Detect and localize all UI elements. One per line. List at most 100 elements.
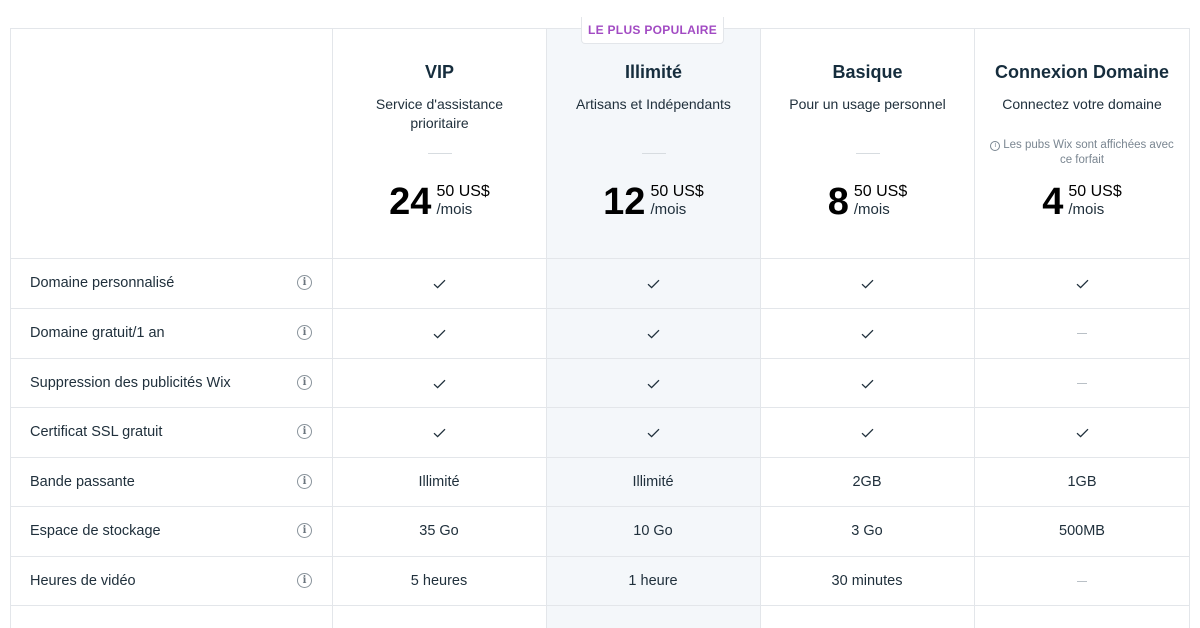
plan-header-illimite: Illimité Artisans et Indépendants 12 50 … bbox=[547, 28, 760, 258]
info-icon[interactable]: i bbox=[297, 375, 312, 390]
info-icon[interactable]: i bbox=[297, 275, 312, 290]
most-popular-badge: LE PLUS POPULAIRE bbox=[581, 17, 724, 44]
feature-cell: 35 Go bbox=[332, 506, 546, 556]
price-cents: 50 US$ bbox=[1068, 183, 1122, 200]
dash-icon bbox=[1077, 580, 1087, 582]
info-icon[interactable]: i bbox=[297, 474, 312, 489]
feature-label: Bande passante bbox=[30, 474, 135, 490]
feature-label: Heures de vidéo bbox=[30, 573, 136, 589]
check-icon bbox=[647, 279, 660, 289]
feature-cell: 1GB bbox=[974, 457, 1190, 507]
feature-cell: Illimité bbox=[332, 457, 546, 507]
check-icon bbox=[647, 428, 660, 438]
dash-icon bbox=[1077, 382, 1087, 384]
feature-cell bbox=[974, 308, 1190, 358]
check-icon bbox=[647, 329, 660, 339]
plan-header-connexion-domaine: Connexion Domaine Connectez votre domain… bbox=[975, 28, 1189, 258]
feature-cell bbox=[332, 258, 546, 308]
check-icon bbox=[1076, 428, 1089, 438]
feature-row: Bande passante i Illimité Illimité 2GB 1GB bbox=[10, 457, 1190, 507]
row-divider bbox=[10, 358, 1190, 359]
check-icon bbox=[861, 379, 874, 389]
feature-cell: 3 Go bbox=[760, 506, 974, 556]
row-divider bbox=[10, 407, 1190, 408]
plan-name: Connexion Domaine bbox=[994, 62, 1169, 82]
feature-cell bbox=[974, 358, 1190, 408]
check-icon bbox=[861, 329, 874, 339]
feature-cell bbox=[332, 358, 546, 408]
highlighted-plan-column bbox=[546, 28, 760, 628]
feature-value: 35 Go bbox=[419, 523, 459, 539]
row-divider bbox=[10, 556, 1190, 557]
plan-note-text: Les pubs Wix sont affichées avec ce forf… bbox=[1003, 139, 1174, 166]
check-icon bbox=[433, 279, 446, 289]
plan-name: VIP bbox=[424, 62, 454, 82]
price-cents: 50 US$ bbox=[436, 183, 490, 200]
plan-price: 8 50 US$ /mois bbox=[761, 178, 974, 224]
feature-value: 2GB bbox=[852, 474, 882, 490]
feature-cell: Illimité bbox=[546, 457, 760, 507]
feature-row: Suppression des publicités Wix i bbox=[10, 358, 1190, 408]
feature-cell bbox=[760, 407, 974, 457]
price-period: /mois bbox=[853, 201, 890, 218]
feature-value: Illimité bbox=[418, 474, 460, 490]
feature-cell bbox=[760, 258, 974, 308]
check-icon bbox=[433, 428, 446, 438]
feature-label: Domaine personnalisé bbox=[30, 275, 175, 291]
column-divider bbox=[332, 28, 333, 628]
price-cents: 50 US$ bbox=[853, 183, 908, 200]
check-icon bbox=[1076, 279, 1089, 289]
plan-description: Connectez votre domaine bbox=[1002, 96, 1162, 112]
price-main: 12 bbox=[603, 181, 646, 223]
divider-dash bbox=[855, 153, 880, 154]
divider-dash bbox=[427, 153, 452, 154]
row-divider bbox=[10, 457, 1190, 458]
feature-value: Illimité bbox=[632, 474, 674, 490]
plan-price: 4 50 US$ /mois bbox=[975, 178, 1189, 224]
feature-row: Domaine personnalisé i bbox=[10, 258, 1190, 308]
feature-value: 1GB bbox=[1067, 474, 1097, 490]
divider-dash bbox=[641, 153, 666, 154]
plan-price: 24 50 US$ /mois bbox=[333, 178, 546, 224]
feature-cell: 10 Go bbox=[546, 506, 760, 556]
info-icon[interactable]: i bbox=[297, 325, 312, 340]
plan-ads-note: i Les pubs Wix sont affichées avec ce for… bbox=[987, 138, 1177, 168]
dash-icon bbox=[1077, 332, 1087, 334]
info-icon[interactable]: i bbox=[297, 573, 312, 588]
info-icon: i bbox=[990, 141, 1001, 151]
price-period: /mois bbox=[1068, 201, 1105, 218]
feature-value: 30 minutes bbox=[831, 573, 903, 589]
price-period: /mois bbox=[436, 201, 473, 218]
price-main: 24 bbox=[389, 181, 432, 223]
feature-cell: 5 heures bbox=[332, 556, 546, 606]
feature-cell: 500MB bbox=[974, 506, 1190, 556]
check-icon bbox=[433, 379, 446, 389]
feature-cell bbox=[546, 258, 760, 308]
price-period: /mois bbox=[650, 201, 687, 218]
feature-cell: 1 heure bbox=[546, 556, 760, 606]
plan-description: Service d'assistance prioritaire bbox=[375, 96, 504, 131]
feature-label: Domaine gratuit/1 an bbox=[30, 325, 165, 341]
feature-value: 10 Go bbox=[633, 523, 673, 539]
check-icon bbox=[647, 379, 660, 389]
row-divider bbox=[10, 308, 1190, 309]
plan-description: Pour un usage personnel bbox=[789, 96, 946, 112]
feature-row: Certificat SSL gratuit i bbox=[10, 407, 1190, 457]
feature-label: Certificat SSL gratuit bbox=[30, 424, 163, 440]
feature-value: 3 Go bbox=[851, 523, 883, 539]
column-divider bbox=[546, 28, 547, 628]
info-icon[interactable]: i bbox=[297, 424, 312, 439]
row-divider bbox=[10, 258, 1190, 259]
feature-value: 500MB bbox=[1059, 523, 1105, 539]
plan-name: Illimité bbox=[624, 62, 682, 82]
feature-cell bbox=[760, 358, 974, 408]
plan-header-basique: Basique Pour un usage personnel 8 50 US$… bbox=[761, 28, 974, 258]
feature-cell bbox=[546, 407, 760, 457]
column-divider bbox=[974, 28, 975, 628]
feature-label: Espace de stockage bbox=[30, 523, 161, 539]
feature-cell bbox=[332, 407, 546, 457]
price-main: 4 bbox=[1042, 181, 1064, 223]
info-icon[interactable]: i bbox=[297, 523, 312, 538]
check-icon bbox=[861, 279, 874, 289]
feature-cell: 2GB bbox=[760, 457, 974, 507]
